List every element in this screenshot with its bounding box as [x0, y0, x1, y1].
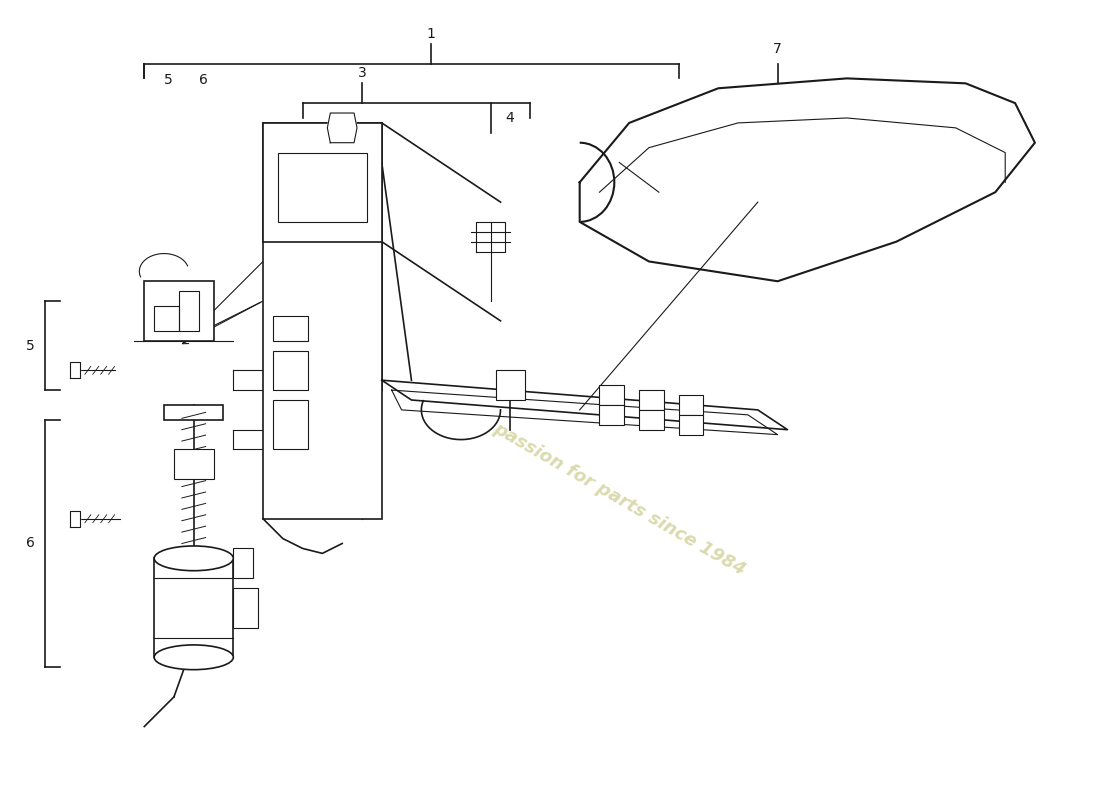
- Ellipse shape: [154, 645, 233, 670]
- Bar: [496, 370, 526, 400]
- Bar: [233, 588, 258, 628]
- Bar: [179, 291, 199, 330]
- Bar: [233, 549, 253, 578]
- Bar: [278, 153, 367, 222]
- Polygon shape: [382, 380, 788, 430]
- Text: 3: 3: [358, 66, 366, 81]
- Polygon shape: [70, 362, 80, 378]
- Text: 4: 4: [506, 111, 514, 125]
- Polygon shape: [328, 113, 358, 142]
- Bar: [263, 123, 382, 518]
- Bar: [639, 410, 663, 430]
- Bar: [600, 405, 624, 425]
- Text: 5: 5: [26, 338, 35, 353]
- Text: 1: 1: [427, 27, 436, 41]
- Text: 6: 6: [199, 74, 208, 87]
- Text: passion for parts since 1984: passion for parts since 1984: [491, 419, 748, 578]
- Ellipse shape: [154, 546, 233, 570]
- Bar: [600, 385, 624, 405]
- Bar: [273, 316, 308, 341]
- Bar: [273, 350, 308, 390]
- Bar: [144, 282, 213, 341]
- Bar: [263, 123, 382, 242]
- Polygon shape: [580, 78, 1035, 282]
- Text: 6: 6: [26, 537, 35, 550]
- Bar: [679, 415, 703, 434]
- Bar: [174, 450, 213, 479]
- Text: 7: 7: [773, 42, 782, 56]
- Bar: [164, 405, 223, 420]
- Bar: [273, 400, 308, 450]
- Bar: [639, 390, 663, 410]
- Text: 5: 5: [164, 74, 173, 87]
- Bar: [154, 306, 179, 330]
- Bar: [679, 395, 703, 415]
- Polygon shape: [70, 511, 80, 526]
